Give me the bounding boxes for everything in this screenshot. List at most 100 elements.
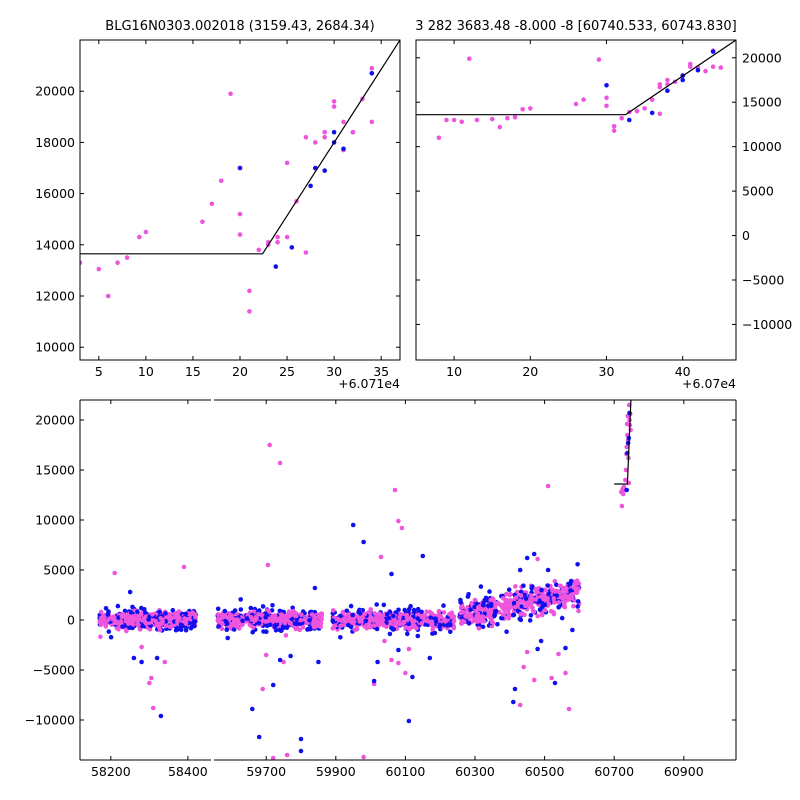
data-point <box>313 618 318 623</box>
data-point <box>444 117 449 123</box>
data-point <box>284 160 290 166</box>
data-point <box>665 77 670 83</box>
top-right-title: 3 282 3683.48 -8.000 -8 [60740.533, 6074… <box>415 19 736 34</box>
data-point <box>374 602 380 607</box>
data-point <box>309 612 315 617</box>
data-point <box>357 611 363 616</box>
data-point <box>657 82 663 87</box>
data-point <box>406 646 412 652</box>
data-point <box>307 618 312 623</box>
y-tick-label: −10000 <box>25 713 75 728</box>
data-point <box>573 101 579 107</box>
data-point <box>228 612 233 618</box>
data-point <box>649 110 655 116</box>
data-point <box>316 659 321 665</box>
data-point <box>169 624 174 629</box>
data-point <box>466 612 471 617</box>
data-point <box>420 553 426 559</box>
data-point <box>566 706 572 712</box>
data-point <box>215 606 221 612</box>
data-point <box>460 609 466 615</box>
data-point <box>114 626 120 631</box>
data-point <box>575 599 581 604</box>
bottom-plot-area <box>97 400 633 760</box>
data-point <box>415 616 421 621</box>
y-tick-label: 0 <box>742 228 750 243</box>
data-point <box>300 624 306 630</box>
data-point <box>430 627 436 632</box>
data-point <box>557 583 563 589</box>
data-point <box>257 608 262 613</box>
data-point <box>279 618 285 624</box>
data-point <box>495 621 500 627</box>
data-point <box>634 108 640 114</box>
data-point <box>574 578 580 583</box>
data-point <box>219 621 225 626</box>
data-point <box>511 612 516 618</box>
model-line <box>416 40 736 116</box>
data-point <box>409 618 415 623</box>
data-point <box>130 622 136 627</box>
data-point <box>476 605 481 610</box>
data-point <box>294 613 299 619</box>
data-point <box>224 621 230 626</box>
data-point <box>551 611 557 617</box>
data-point <box>284 752 290 758</box>
y-tick-label: −10000 <box>742 317 792 332</box>
data-point <box>338 623 343 629</box>
y-tick-label: 0 <box>67 613 75 628</box>
x-tick-label: 25 <box>279 364 295 379</box>
data-point <box>237 211 243 217</box>
data-point <box>357 619 363 624</box>
data-point <box>381 602 387 608</box>
x-tick-label: 5 <box>95 364 103 379</box>
data-point <box>458 600 464 605</box>
data-point <box>368 607 374 612</box>
x-tick-label: 58400 <box>168 764 208 779</box>
data-point <box>331 129 337 135</box>
data-point <box>619 115 624 121</box>
data-point <box>528 613 534 618</box>
data-point <box>175 627 181 632</box>
data-point <box>135 618 141 623</box>
data-point <box>272 624 278 630</box>
data-point <box>545 483 551 489</box>
data-point <box>552 589 558 594</box>
data-point <box>545 596 550 601</box>
x-tick-label: 20 <box>522 364 538 379</box>
data-point <box>504 591 509 597</box>
data-point <box>488 601 494 607</box>
bottom-panel: 58200 58400 59700 59900 60100 60300 60500 60700… <box>25 399 737 779</box>
data-point <box>439 614 444 620</box>
data-point <box>225 635 230 641</box>
data-point <box>143 614 149 619</box>
top-right-plot-area <box>416 40 736 141</box>
data-point <box>540 602 546 608</box>
data-point <box>620 491 626 497</box>
data-point <box>467 56 472 61</box>
data-point <box>488 597 494 603</box>
data-point <box>688 64 693 69</box>
data-point <box>247 288 252 294</box>
y-tick-label: 10000 <box>35 340 75 355</box>
data-point <box>566 597 571 602</box>
data-point <box>451 619 457 624</box>
data-point <box>351 619 357 625</box>
data-point <box>575 604 580 609</box>
y-tick-label: 10000 <box>35 513 75 528</box>
data-point <box>545 567 551 573</box>
data-point <box>278 628 284 633</box>
data-point <box>250 625 256 630</box>
data-point <box>478 618 484 624</box>
data-point <box>341 119 346 125</box>
top-left-title: BLG16N0303.002018 (3159.43, 2684.34) <box>105 19 374 34</box>
data-point <box>331 99 337 104</box>
data-point <box>218 178 224 184</box>
data-point <box>105 618 111 623</box>
data-point <box>298 748 304 754</box>
x-tick-label: 10 <box>138 364 154 379</box>
data-point <box>380 617 386 623</box>
data-point <box>437 622 443 628</box>
data-point <box>529 597 534 603</box>
data-point <box>138 627 143 632</box>
